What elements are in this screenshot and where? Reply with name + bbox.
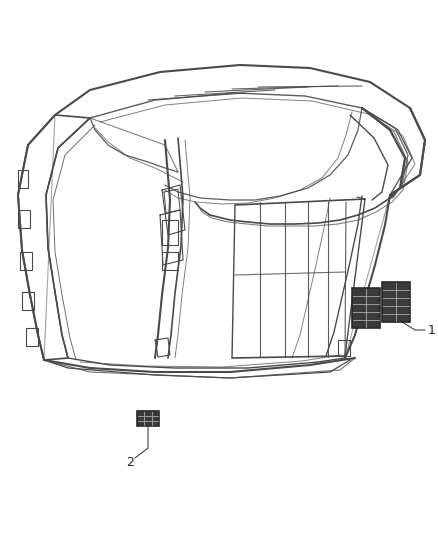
FancyBboxPatch shape (137, 410, 159, 425)
Text: 1: 1 (428, 324, 436, 336)
Text: 2: 2 (126, 456, 134, 469)
FancyBboxPatch shape (382, 282, 410, 322)
FancyBboxPatch shape (352, 288, 380, 328)
